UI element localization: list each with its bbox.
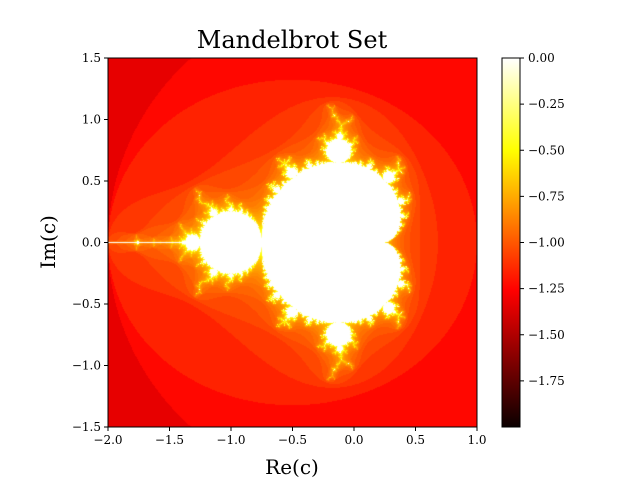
y-tick-label: 0.5 xyxy=(82,174,101,188)
x-tick-label: −2.0 xyxy=(93,433,122,447)
colorbar-gradient xyxy=(501,57,521,428)
colorbar-axis: 0.00 −0.25 −0.50 −0.75 −1.00 −1.25 −1.50 −1.75 xyxy=(520,51,565,388)
colorbar-tick-label: 0.00 xyxy=(528,51,555,65)
mandelbrot-heatmap xyxy=(108,58,477,427)
plot-area xyxy=(107,57,478,428)
x-tick-label: 0.0 xyxy=(344,433,363,447)
x-axis-label: Re(c) xyxy=(265,455,319,479)
colorbar-tick-label: −1.00 xyxy=(528,236,565,250)
y-tick-label: 0.0 xyxy=(82,236,101,250)
x-axis: −2.0 −1.5 −1.0 −0.5 0.0 0.5 1.0 xyxy=(93,427,487,447)
colorbar-tick-label: −1.75 xyxy=(528,374,565,388)
chart-title: Mandelbrot Set xyxy=(197,26,388,54)
colorbar-tick-label: −0.50 xyxy=(528,143,565,157)
x-tick-label: 1.0 xyxy=(467,433,486,447)
x-tick-label: −1.0 xyxy=(216,433,245,447)
y-tick-label: −1.5 xyxy=(72,420,101,434)
colorbar: 0.00 −0.25 −0.50 −0.75 −1.00 −1.25 −1.50 −1.75 xyxy=(501,51,565,428)
colorbar-tick-label: −1.25 xyxy=(528,282,565,296)
y-tick-label: −1.0 xyxy=(72,359,101,373)
y-axis: 1.5 1.0 0.5 0.0 −0.5 −1.0 −1.5 xyxy=(72,51,108,434)
y-tick-label: −0.5 xyxy=(72,297,101,311)
y-tick-label: 1.5 xyxy=(82,51,101,65)
colorbar-tick-label: −0.75 xyxy=(528,189,565,203)
y-axis-label: Im(c) xyxy=(36,215,60,269)
y-tick-label: 1.0 xyxy=(82,113,101,127)
colorbar-tick-label: −0.25 xyxy=(528,97,565,111)
x-tick-label: −0.5 xyxy=(278,433,307,447)
x-tick-label: 0.5 xyxy=(406,433,425,447)
x-tick-label: −1.5 xyxy=(155,433,184,447)
colorbar-tick-label: −1.50 xyxy=(528,328,565,342)
